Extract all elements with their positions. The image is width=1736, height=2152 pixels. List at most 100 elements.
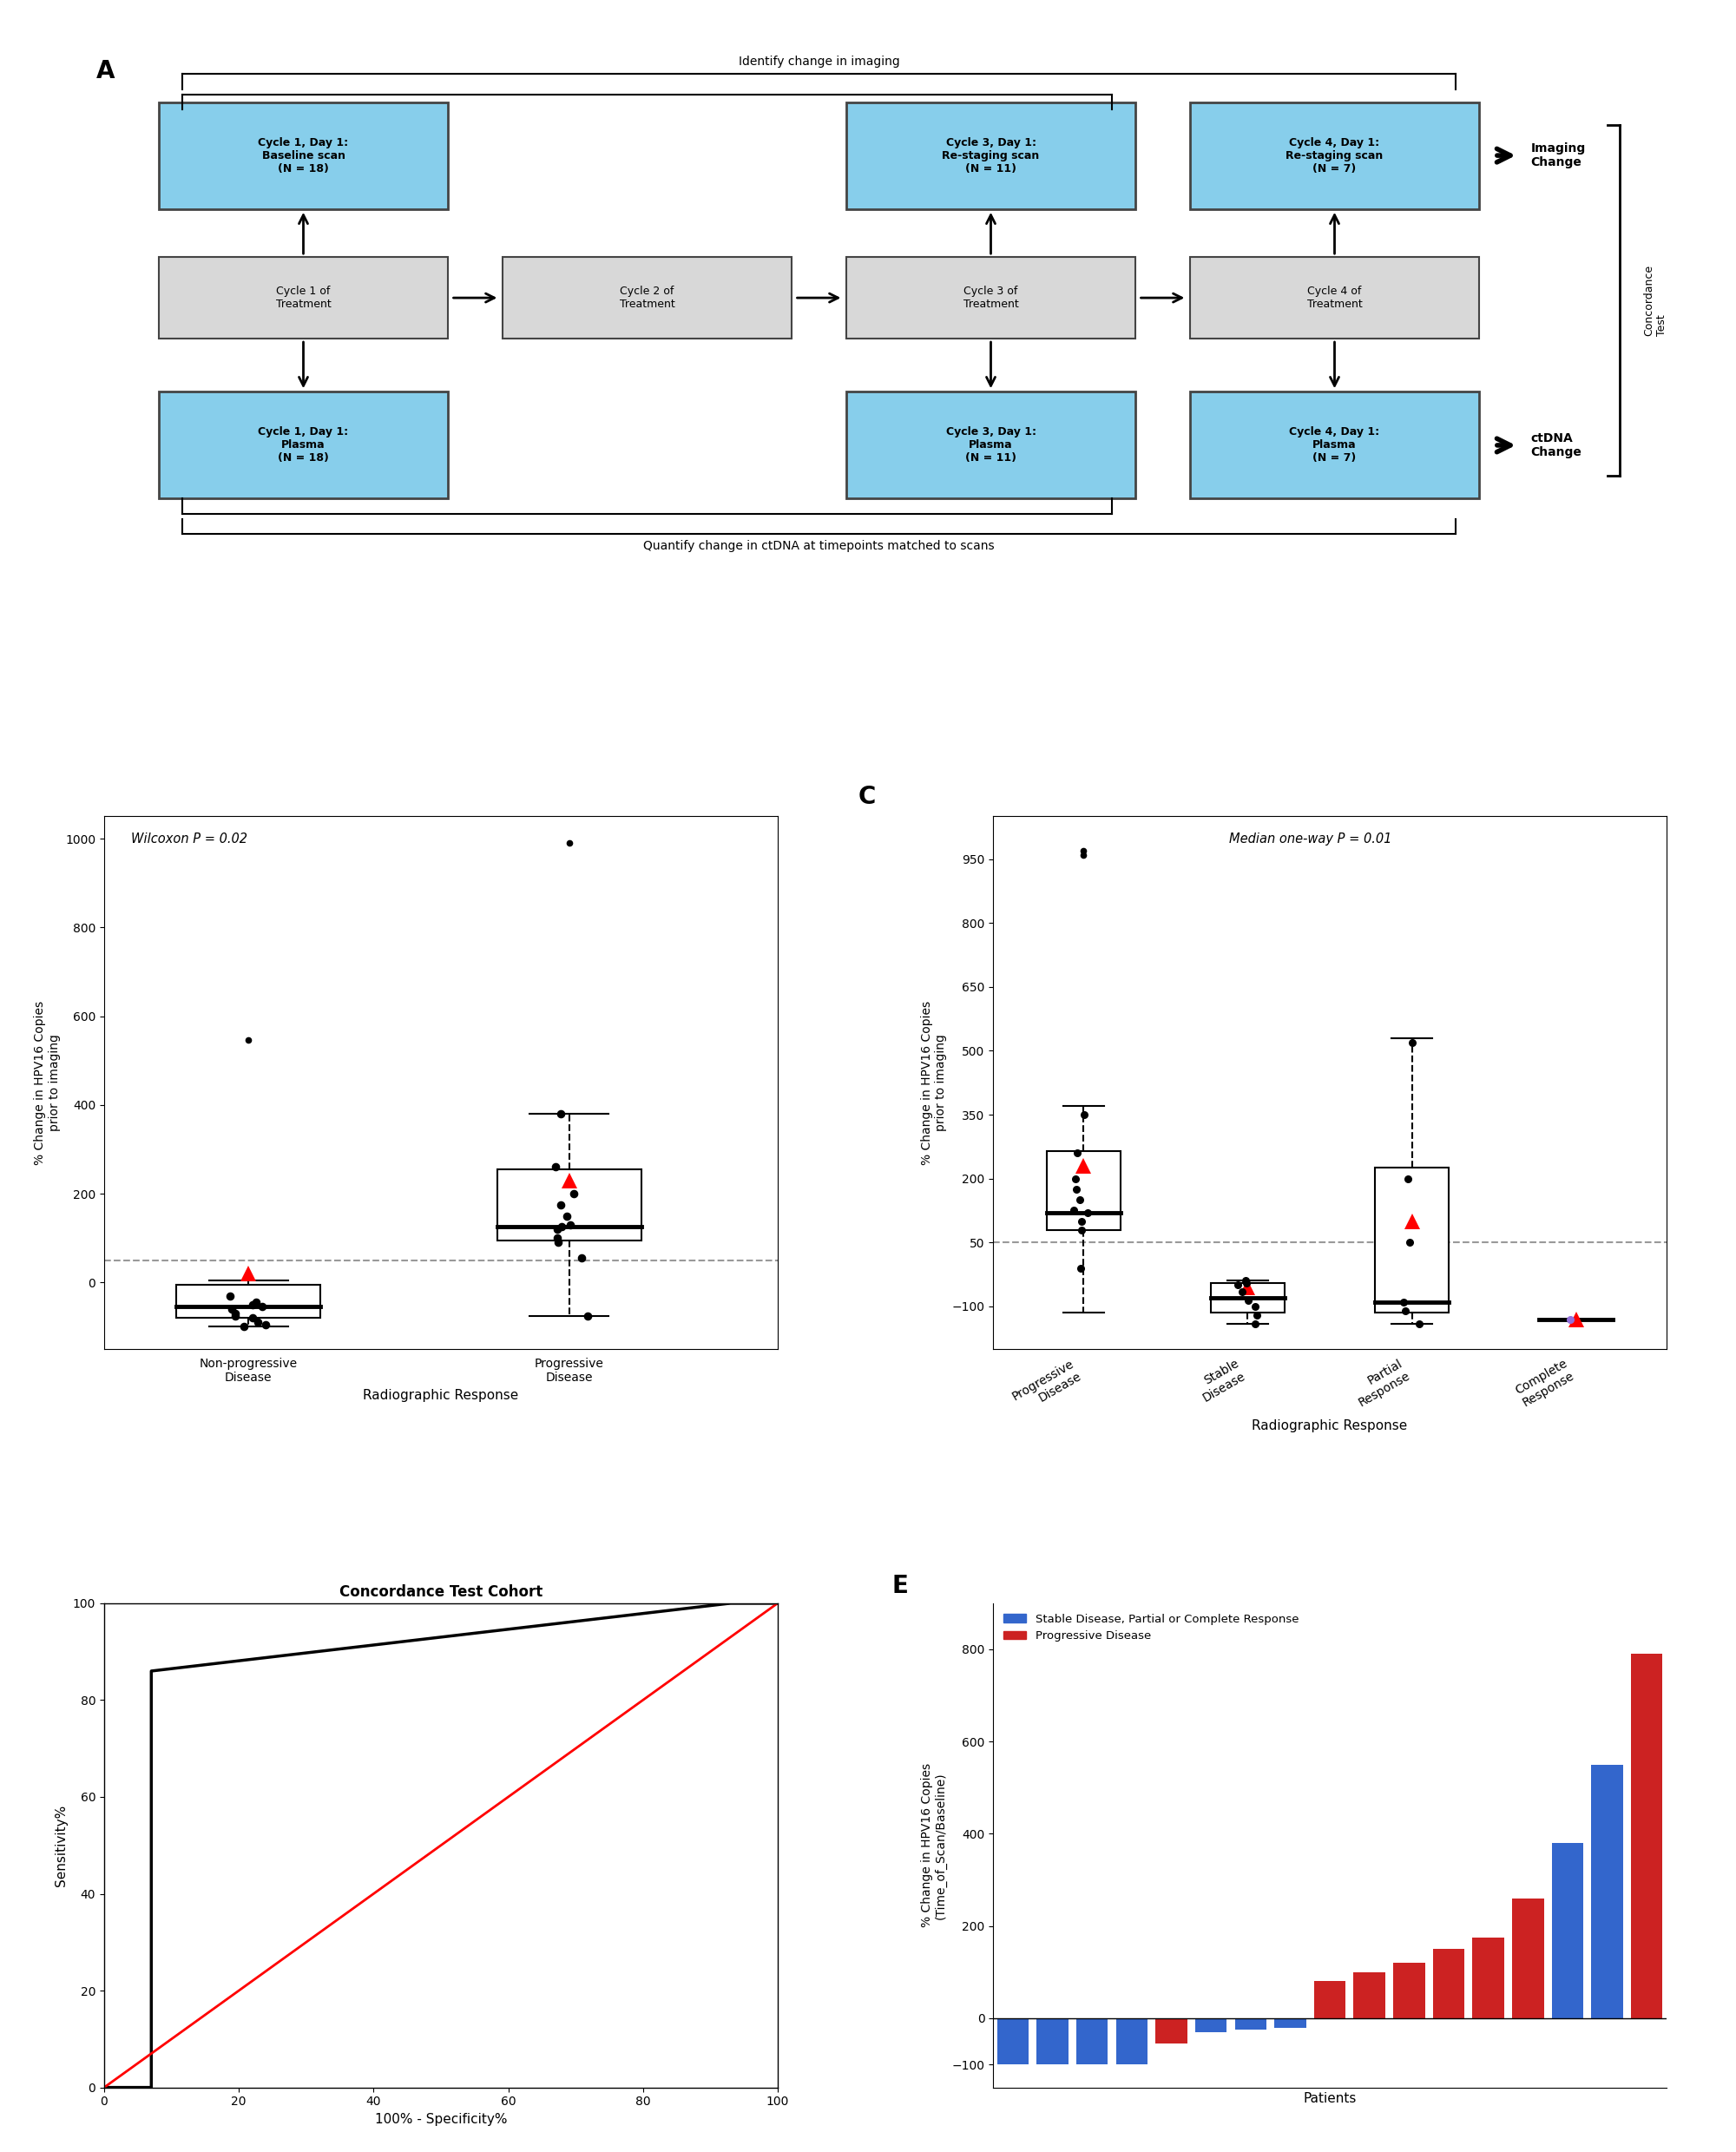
Bar [1274,2019,1305,2027]
Point [1557,1302,1585,1336]
Point [1389,1285,1417,1319]
Y-axis label: % Change in HPV16 Copies
prior to imaging: % Change in HPV16 Copies prior to imagin… [35,1001,61,1164]
Point [542,1149,569,1184]
Point [1075,1197,1102,1231]
Point [1068,1212,1095,1246]
Bar [496,1169,641,1240]
Y-axis label: % Change in HPV16 Copies
prior to imaging: % Change in HPV16 Copies prior to imagin… [920,1001,946,1164]
Point [1061,1162,1088,1197]
Text: Cycle 3 of
Treatment: Cycle 3 of Treatment [963,286,1019,310]
Point [243,1285,271,1319]
Text: Imaging
Change: Imaging Change [1531,142,1585,168]
X-axis label: Radiographic Response: Radiographic Response [1252,1420,1408,1433]
Bar [1076,2019,1108,2064]
Point [549,1209,576,1244]
Bar [996,2019,1029,2064]
Bar [1512,1898,1543,2019]
Point [547,1098,575,1132]
Text: Median one-way P = 0.01: Median one-way P = 0.01 [1229,833,1392,846]
Point [217,1278,245,1313]
Point [568,1242,595,1276]
Bar [1552,1842,1583,2019]
Point [547,1188,575,1222]
Point [1399,1024,1427,1059]
Bar [1394,1963,1425,2019]
Point [556,1207,583,1242]
Bar [1210,1283,1285,1313]
Text: Cycle 4 of
Treatment: Cycle 4 of Treatment [1307,286,1363,310]
Point [217,1291,245,1326]
Point [238,1300,266,1334]
Point [1392,1293,1420,1328]
Text: Quantify change in ctDNA at timepoints matched to scans: Quantify change in ctDNA at timepoints m… [644,540,995,553]
FancyBboxPatch shape [160,392,448,499]
Point [243,1304,271,1339]
Point [1224,1268,1252,1302]
Point [222,1296,250,1330]
Text: Cycle 1, Day 1:
Baseline scan
(N = 18): Cycle 1, Day 1: Baseline scan (N = 18) [259,138,349,174]
Point [573,1298,601,1332]
Y-axis label: Sensitivity%: Sensitivity% [56,1803,68,1887]
Text: Identify change in imaging: Identify change in imaging [738,56,899,69]
Y-axis label: % Change in HPV16 Copies
(Time_of_Scan/Baseline): % Change in HPV16 Copies (Time_of_Scan/B… [920,1762,946,1928]
Text: A: A [97,58,115,84]
Text: ctDNA
Change: ctDNA Change [1531,433,1581,458]
Bar [1432,1950,1465,2019]
X-axis label: 100% - Specificity%: 100% - Specificity% [375,2113,507,2126]
Point [1064,1136,1092,1171]
Point [559,1177,587,1212]
Bar [1194,2019,1227,2031]
Text: Cycle 1, Day 1:
Plasma
(N = 18): Cycle 1, Day 1: Plasma (N = 18) [259,426,349,465]
FancyBboxPatch shape [503,256,792,338]
Text: Cycle 4, Day 1:
Plasma
(N = 7): Cycle 4, Day 1: Plasma (N = 7) [1290,426,1380,465]
FancyBboxPatch shape [160,101,448,209]
Bar [1354,1971,1385,2019]
Bar [1592,1765,1623,2019]
Point [543,1220,571,1255]
Text: Wilcoxon P = 0.02: Wilcoxon P = 0.02 [132,833,248,846]
Bar [1630,1655,1663,2019]
FancyBboxPatch shape [1191,101,1479,209]
Bar [1314,1982,1345,2019]
Text: C: C [858,785,877,809]
Point [1394,1162,1422,1197]
Text: Cycle 4, Day 1:
Re-staging scan
(N = 7): Cycle 4, Day 1: Re-staging scan (N = 7) [1286,138,1384,174]
Text: E: E [892,1575,908,1599]
Point [1068,1203,1095,1237]
Point [222,1298,250,1332]
Title: Concordance Test Cohort: Concordance Test Cohort [339,1584,543,1599]
FancyBboxPatch shape [160,256,448,338]
Legend: Stable Disease, Partial or Complete Response, Progressive Disease: Stable Disease, Partial or Complete Resp… [998,1610,1304,1646]
Bar [177,1285,321,1317]
X-axis label: Patients: Patients [1304,2092,1356,2105]
FancyBboxPatch shape [847,392,1135,499]
Bar [1375,1169,1450,1313]
Text: Cycle 1 of
Treatment: Cycle 1 of Treatment [276,286,332,310]
Point [1233,1265,1260,1300]
Text: Cycle 2 of
Treatment: Cycle 2 of Treatment [620,286,675,310]
Point [238,1287,266,1321]
Bar [1047,1151,1120,1229]
Bar [1156,2019,1187,2044]
Point [1066,1250,1094,1285]
Text: Cycle 3, Day 1:
Re-staging scan
(N = 11): Cycle 3, Day 1: Re-staging scan (N = 11) [943,138,1040,174]
Text: Cycle 3, Day 1:
Plasma
(N = 11): Cycle 3, Day 1: Plasma (N = 11) [946,426,1036,465]
Point [1241,1289,1269,1323]
FancyBboxPatch shape [847,256,1135,338]
Point [552,1199,580,1233]
Point [1243,1298,1271,1332]
Point [1233,1263,1260,1298]
Point [229,1311,257,1345]
Point [248,1289,276,1323]
Point [543,1212,571,1246]
Bar [1234,2019,1267,2029]
Point [1241,1306,1269,1341]
Point [1404,1306,1432,1341]
Bar [1036,2019,1068,2064]
Point [1071,1098,1099,1132]
Point [1396,1224,1424,1259]
FancyBboxPatch shape [1191,392,1479,499]
Bar [1472,1937,1503,2019]
Point [1062,1173,1090,1207]
Point [1229,1274,1257,1308]
